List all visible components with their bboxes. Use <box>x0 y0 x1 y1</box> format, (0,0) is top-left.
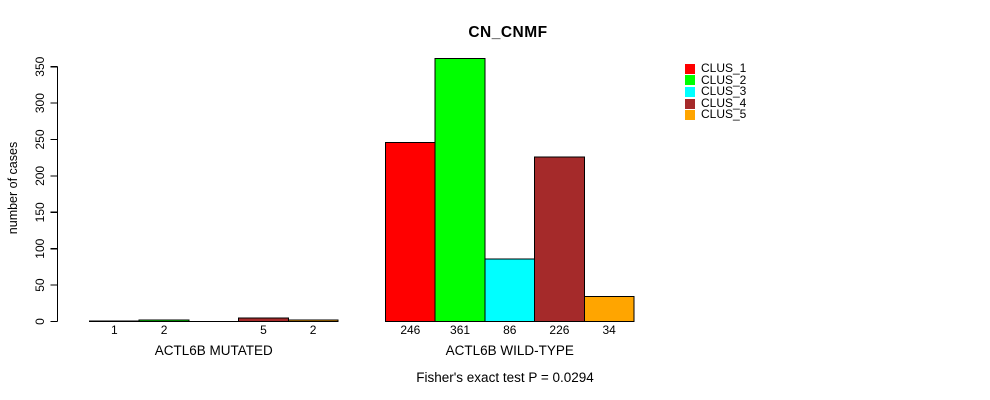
bar-clus_2 <box>434 58 486 323</box>
y-tick-label: 250 <box>33 129 47 149</box>
legend-item: CLUS_5 <box>685 109 746 121</box>
bar-clus_5 <box>583 296 635 322</box>
y-tick-label: 100 <box>33 238 47 258</box>
legend-label: CLUS_1 <box>701 61 747 75</box>
bar-value-label: 1 <box>111 323 118 337</box>
group-label: ACTL6B MUTATED <box>155 343 273 358</box>
y-tick-label: 150 <box>33 202 47 222</box>
y-tick-label: 300 <box>33 93 47 113</box>
bar-value-label: 226 <box>549 323 569 337</box>
bar-value-label: 246 <box>400 323 420 337</box>
legend-item: CLUS_1 <box>685 61 747 75</box>
legend-swatch-icon <box>685 63 695 74</box>
legend-swatch-icon <box>685 86 695 97</box>
y-tick-label: 200 <box>33 166 47 186</box>
y-tick-label: 0 <box>33 318 47 325</box>
bar-clus_1 <box>89 320 140 323</box>
legend-label: CLUS_4 <box>701 95 747 110</box>
legend: CLUS_1 CLUS_2 CLUS_3 CLUS_4 CLUS_5 <box>685 61 747 121</box>
bar-clus_3 <box>484 258 536 322</box>
bar-clus_4 <box>534 156 585 322</box>
fisher-test-annotation: Fisher's exact test P = 0.0294 <box>416 370 594 385</box>
bar-clus_2 <box>138 319 190 323</box>
legend-swatch-icon <box>685 75 695 86</box>
bar-value-label: 5 <box>260 323 267 337</box>
legend-swatch-icon <box>685 110 695 121</box>
legend-label: CLUS_3 <box>701 84 747 99</box>
group-label: ACTL6B WILD-TYPE <box>446 343 574 358</box>
y-tick-label: 50 <box>33 278 47 292</box>
bar-value-label: 2 <box>161 323 168 337</box>
legend-swatch-icon <box>685 98 695 109</box>
bar-value-label: 34 <box>602 323 616 337</box>
legend-item: CLUS_3 <box>685 84 747 99</box>
bar-clus_5 <box>287 319 339 323</box>
legend-item: CLUS_4 <box>685 95 747 110</box>
legend-label: CLUS_5 <box>701 107 747 122</box>
bar-clus_4 <box>238 317 289 322</box>
legend-item: CLUS_2 <box>685 72 747 87</box>
chart-title: CN_CNMF <box>468 24 548 41</box>
bar-value-label: 2 <box>310 323 317 337</box>
y-tick-label: 350 <box>33 56 47 76</box>
bar-value-label: 86 <box>503 323 517 337</box>
bar-clus_1 <box>385 141 436 322</box>
bar-value-label: 361 <box>450 323 470 337</box>
legend-label: CLUS_2 <box>701 72 747 87</box>
